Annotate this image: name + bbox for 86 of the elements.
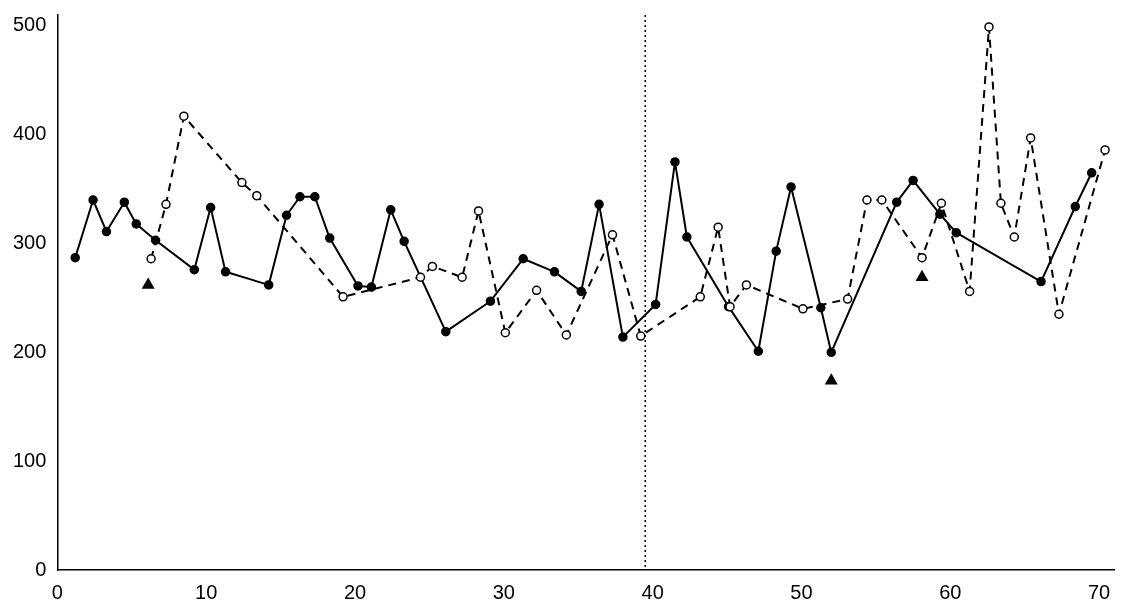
x-tick-label: 0 xyxy=(51,580,63,603)
point xyxy=(70,252,80,263)
x-tick-label: 70 xyxy=(1087,580,1111,603)
point xyxy=(385,205,396,215)
point xyxy=(1086,168,1097,178)
point xyxy=(146,254,156,264)
x-tick-label: 40 xyxy=(641,580,664,603)
point xyxy=(753,346,764,357)
point xyxy=(518,254,528,264)
y-tick-label: 200 xyxy=(12,339,47,362)
point xyxy=(695,292,706,302)
point xyxy=(713,222,723,232)
point xyxy=(826,347,836,358)
point xyxy=(457,272,467,283)
point xyxy=(917,252,927,263)
point xyxy=(741,280,752,290)
y-tick-label: 300 xyxy=(12,231,47,254)
point xyxy=(561,330,572,340)
x-tick-label: 50 xyxy=(790,580,813,603)
point xyxy=(101,226,112,237)
point xyxy=(531,285,542,296)
y-tick-label: 500 xyxy=(12,13,47,36)
point xyxy=(825,373,838,385)
point xyxy=(618,332,628,342)
point xyxy=(353,281,363,291)
point xyxy=(366,282,377,292)
point xyxy=(263,280,274,290)
point xyxy=(908,175,918,186)
point xyxy=(161,199,171,210)
point xyxy=(310,191,320,202)
point xyxy=(1025,133,1036,143)
point xyxy=(142,278,155,289)
point xyxy=(798,304,808,314)
point xyxy=(324,233,335,243)
point xyxy=(607,230,618,240)
x-tick-label: 30 xyxy=(492,580,515,603)
point xyxy=(1009,232,1020,242)
point xyxy=(951,227,961,238)
point xyxy=(984,22,994,32)
point xyxy=(1100,145,1110,155)
point xyxy=(650,299,661,310)
point xyxy=(237,177,247,188)
point xyxy=(179,111,189,121)
point xyxy=(862,195,872,205)
x-tick-label: 60 xyxy=(939,580,962,603)
x-tick-label: 10 xyxy=(195,580,218,603)
point xyxy=(205,202,216,213)
point xyxy=(281,210,292,220)
point xyxy=(399,236,409,247)
point xyxy=(786,182,796,192)
point xyxy=(916,270,928,282)
point xyxy=(441,326,451,337)
point xyxy=(771,246,781,256)
point xyxy=(842,294,853,304)
point xyxy=(877,195,887,205)
point xyxy=(295,191,305,202)
point xyxy=(473,206,484,216)
point xyxy=(935,209,945,219)
point xyxy=(1070,201,1081,212)
point xyxy=(964,286,975,297)
point xyxy=(189,264,200,275)
point xyxy=(415,272,426,283)
point xyxy=(594,199,604,210)
point xyxy=(996,198,1006,209)
point xyxy=(936,198,947,209)
y-tick-label: 0 xyxy=(35,557,47,580)
point xyxy=(220,267,231,277)
point xyxy=(88,195,98,205)
x-tick-label: 20 xyxy=(343,580,367,603)
point xyxy=(670,157,680,167)
y-tick-label: 100 xyxy=(12,448,47,471)
point xyxy=(252,190,262,201)
point xyxy=(636,331,646,341)
point xyxy=(427,261,438,272)
point xyxy=(500,328,511,338)
point xyxy=(891,197,902,207)
y-tick-label: 400 xyxy=(12,122,47,145)
point xyxy=(549,267,560,277)
point xyxy=(682,232,692,242)
point xyxy=(1036,276,1046,287)
point xyxy=(1054,309,1064,320)
point xyxy=(576,286,586,297)
point xyxy=(485,296,496,306)
point xyxy=(338,292,348,302)
point xyxy=(131,219,141,229)
point xyxy=(119,197,130,207)
